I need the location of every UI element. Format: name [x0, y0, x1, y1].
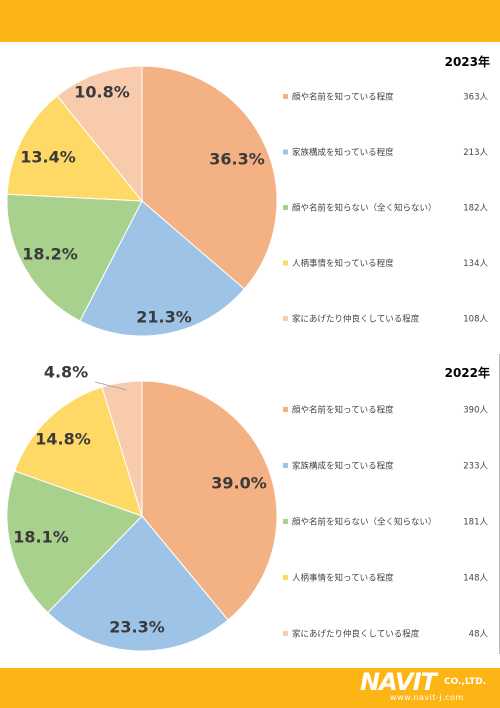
legend-swatch: [283, 316, 288, 321]
legend-count: 148人: [463, 574, 488, 584]
legend-label: 家族構成を知っている程度: [292, 461, 394, 472]
pie-slice: [101, 380, 143, 517]
top-band: [0, 0, 500, 42]
data-label: 18.1%: [13, 528, 69, 547]
legend-swatch: [283, 260, 288, 266]
chart-title: 2022年: [445, 365, 490, 380]
legend-swatch: [283, 205, 288, 210]
pie-slice: [6, 193, 143, 322]
chart-title: 2023年: [445, 54, 490, 69]
pie-slice: [56, 65, 143, 203]
legend-swatch: [283, 519, 288, 524]
leader-line: [94, 381, 128, 391]
legend-count: 213人: [463, 148, 488, 158]
legend-label: 家にあげたり仲良くしている程度: [292, 629, 420, 640]
data-label: 14.8%: [35, 430, 91, 449]
legend-label: 人柄事情を知っている程度: [292, 573, 394, 584]
pie-slice: [79, 200, 246, 337]
legend-count: 363人: [463, 93, 488, 103]
legend-count: 108人: [463, 315, 488, 325]
legend-count: 48人: [469, 630, 489, 640]
pie-slice: [6, 95, 144, 202]
pie-slice: [141, 65, 278, 290]
legend-count: 390人: [463, 406, 488, 416]
pie-slice: [6, 470, 143, 614]
data-label: 23.3%: [109, 618, 165, 637]
legend-swatch: [283, 94, 288, 99]
bottom-band: [0, 668, 500, 708]
legend-swatch: [283, 575, 288, 580]
data-label: 21.3%: [136, 308, 192, 327]
legend-label: 家族構成を知っている程度: [292, 147, 394, 158]
pie-chart-2022: 39.0% 23.3% 18.1% 14.8% 4.8% 2022年顔や名前を知っている程…: [6, 363, 490, 652]
legend-swatch: [283, 149, 288, 155]
legend-count: 134人: [463, 259, 488, 269]
data-label: 4.8%: [44, 363, 88, 382]
data-label: 39.0%: [211, 474, 267, 493]
legend-label: 家にあげたり仲良くしている程度: [292, 314, 420, 325]
legend-label: 顔や名前を知っている程度: [292, 405, 394, 416]
legend-count: 181人: [463, 518, 488, 528]
pie-chart-2023: 36.3% 21.3% 18.2% 13.4% 10.8% 2023年顔や名前を知っている…: [6, 54, 490, 337]
legend-count: 233人: [463, 462, 488, 472]
pie-slice: [141, 380, 278, 621]
legend-swatch: [283, 631, 288, 636]
legend-swatch: [283, 463, 288, 468]
logo-name: NAVIT: [360, 668, 437, 696]
company-logo: NAVIT CO.,LTD. www.navit-j.com: [360, 668, 490, 705]
data-label: 13.4%: [20, 148, 76, 167]
legend-label: 顔や名前を知らない（全く知らない）: [292, 517, 437, 528]
pie-slice: [14, 386, 143, 517]
logo-suffix: CO.,LTD.: [444, 677, 487, 687]
legend-label: 人柄事情を知っている程度: [292, 258, 394, 269]
data-label: 10.8%: [74, 83, 130, 102]
legend-count: 182人: [463, 204, 488, 214]
data-label: 18.2%: [22, 245, 78, 264]
legend-label: 顔や名前を知っている程度: [292, 92, 394, 103]
legend-swatch: [283, 407, 288, 412]
logo-url: www.navit-j.com: [390, 693, 464, 702]
pie-slice: [47, 515, 229, 652]
legend-label: 顔や名前を知らない（全く知らない）: [292, 203, 437, 214]
data-label: 36.3%: [209, 150, 265, 169]
